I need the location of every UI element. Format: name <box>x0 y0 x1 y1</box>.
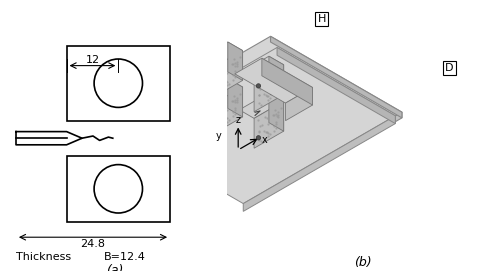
Polygon shape <box>240 56 284 82</box>
Text: H: H <box>318 14 326 24</box>
Polygon shape <box>228 42 242 80</box>
Polygon shape <box>244 116 396 211</box>
Text: 24.8: 24.8 <box>80 239 106 249</box>
Text: x: x <box>262 135 267 145</box>
Polygon shape <box>269 93 283 131</box>
Polygon shape <box>262 58 312 105</box>
Polygon shape <box>198 79 242 104</box>
Polygon shape <box>235 58 312 103</box>
Text: (b): (b) <box>354 256 372 269</box>
Text: y: y <box>216 131 222 141</box>
Polygon shape <box>122 36 402 198</box>
Circle shape <box>214 121 218 125</box>
Polygon shape <box>228 79 242 117</box>
Polygon shape <box>125 47 396 204</box>
Polygon shape <box>254 65 284 112</box>
Text: (a): (a) <box>106 264 124 271</box>
Text: z: z <box>236 115 240 125</box>
Circle shape <box>256 136 260 140</box>
Text: Thickness: Thickness <box>16 252 71 262</box>
Text: D: D <box>445 63 454 73</box>
Polygon shape <box>277 47 396 124</box>
Text: 12: 12 <box>86 55 100 65</box>
Circle shape <box>214 69 218 73</box>
Text: B=12.4: B=12.4 <box>104 252 146 262</box>
Polygon shape <box>213 50 242 98</box>
Polygon shape <box>269 56 283 95</box>
Text: V: V <box>272 82 280 92</box>
Polygon shape <box>270 36 402 118</box>
Polygon shape <box>213 87 242 134</box>
Polygon shape <box>286 88 312 121</box>
Polygon shape <box>254 112 402 203</box>
Polygon shape <box>240 93 284 118</box>
Polygon shape <box>198 42 242 67</box>
Circle shape <box>256 84 260 88</box>
Polygon shape <box>254 101 284 148</box>
